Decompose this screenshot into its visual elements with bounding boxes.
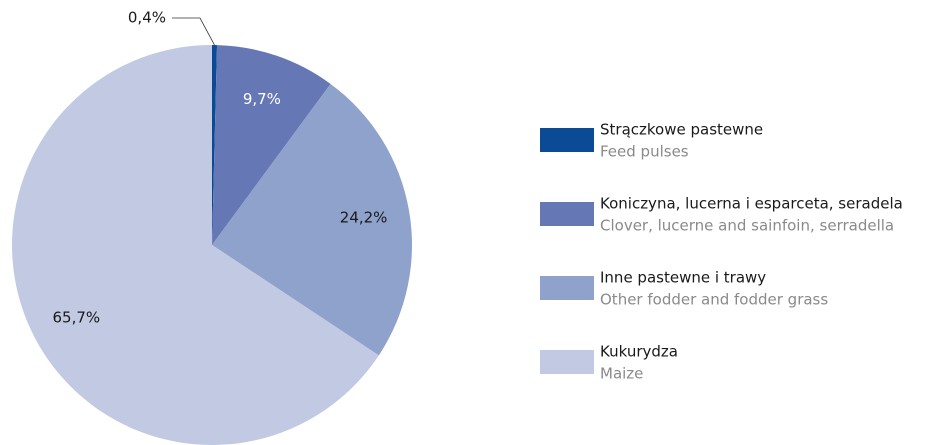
data-label: 0,4%: [128, 9, 166, 27]
pie-slice: [212, 83, 412, 356]
pie-slice: [212, 45, 331, 245]
legend-sublabel: Feed pulses: [600, 143, 689, 161]
legend-label: Kukurydza: [600, 343, 678, 361]
legend-swatch: [540, 128, 594, 152]
legend-swatch: [540, 276, 594, 300]
data-label: 9,7%: [243, 90, 281, 108]
legend-swatch: [540, 350, 594, 374]
legend-sublabel: Clover, lucerne and sainfoin, serradella: [600, 217, 894, 235]
legend-sublabel: Maize: [600, 365, 643, 383]
legend-label: Strączkowe pastewne: [600, 121, 763, 139]
legend-label: Koniczyna, lucerna i esparceta, seradela: [600, 195, 903, 213]
pie-slice: [212, 45, 218, 245]
legend-swatch: [540, 202, 594, 226]
data-label: 24,2%: [340, 209, 388, 227]
legend-label: Inne pastewne i trawy: [600, 269, 766, 287]
data-label: 65,7%: [53, 308, 101, 326]
pie-slice: [11, 45, 379, 445]
leader-line: [172, 17, 215, 46]
legend-sublabel: Other fodder and fodder grass: [600, 291, 828, 309]
